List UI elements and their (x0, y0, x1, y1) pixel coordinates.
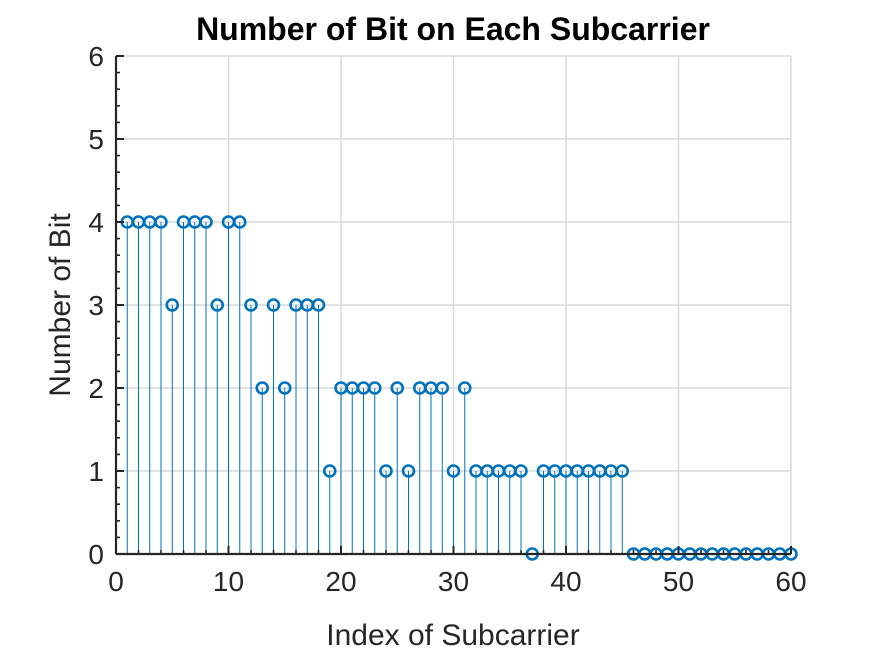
x-tick-label: 20 (325, 566, 356, 597)
data-point (154, 215, 168, 229)
x-axis-label: Index of Subcarrier (326, 619, 579, 652)
x-tick-label: 30 (438, 566, 469, 597)
data-point (514, 464, 528, 478)
y-tick-labels: 0 1 2 3 4 5 6 (88, 41, 104, 570)
data-point (266, 298, 281, 312)
data-point (199, 215, 213, 229)
data-point (446, 464, 461, 478)
y-axis-label: Number of Bit (44, 213, 77, 397)
data-point (322, 464, 337, 478)
axes (114, 55, 792, 556)
data-point (390, 381, 405, 395)
chart-title: Number of Bit on Each Subcarrier (196, 11, 710, 47)
x-tick-label: 50 (663, 566, 694, 597)
y-tick-label: 1 (88, 456, 104, 487)
data-point (255, 381, 270, 395)
y-tick-label: 4 (88, 207, 104, 238)
x-tick-label: 40 (550, 566, 581, 597)
data-point (615, 464, 630, 478)
y-tick-label: 0 (88, 539, 104, 570)
y-tick-label: 2 (88, 373, 104, 404)
x-tick-labels: 0 10 20 30 40 50 60 (108, 566, 806, 597)
y-tick-label: 6 (88, 41, 104, 72)
stem-series (126, 222, 623, 554)
data-point (244, 298, 258, 312)
data-point (367, 381, 382, 395)
data-point (401, 464, 416, 478)
x-tick-label: 0 (108, 566, 124, 597)
data-point (311, 298, 326, 312)
data-point (232, 215, 247, 229)
y-tick-label: 3 (88, 290, 104, 321)
data-point (379, 464, 393, 478)
x-tick-label: 60 (775, 566, 806, 597)
data-point (210, 298, 225, 312)
data-point (435, 381, 450, 395)
y-tick-label: 5 (88, 124, 104, 155)
data-point (457, 381, 472, 395)
x-tick-label: 10 (213, 566, 244, 597)
data-point (277, 381, 292, 395)
data-point (165, 298, 180, 312)
